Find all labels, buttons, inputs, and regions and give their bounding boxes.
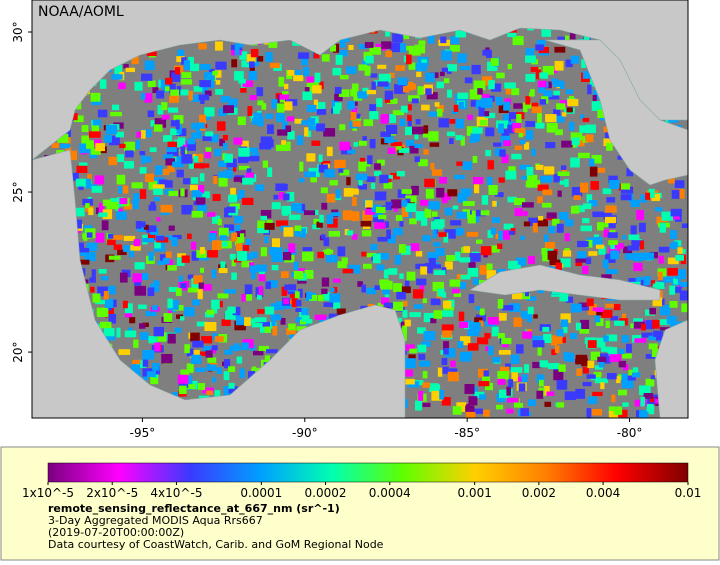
x-tick-label: -95° xyxy=(130,426,156,440)
land xyxy=(32,0,688,418)
colorbar-tick-label: 0.002 xyxy=(522,486,556,500)
y-tick-label: 20° xyxy=(11,341,25,362)
colorbar-tick-label: 2x10^-5 xyxy=(86,486,138,500)
y-tick-label: 30° xyxy=(11,21,25,42)
colorbar-tick-label: 1x10^-5 xyxy=(22,486,74,500)
colorbar-tick-label: 0.0004 xyxy=(369,486,411,500)
x-tick-label: -85° xyxy=(454,426,480,440)
caption-line: 3-Day Aggregated MODIS Aqua Rrs667 xyxy=(48,514,263,527)
colorbar-tick-label: 0.0002 xyxy=(305,486,347,500)
colorbar-tick-label: 0.004 xyxy=(586,486,620,500)
colorbar-tick-label: 0.001 xyxy=(457,486,491,500)
caption-line: Data courtesy of CoastWatch, Carib. and … xyxy=(48,538,384,551)
florida xyxy=(544,39,688,186)
x-tick-label: -90° xyxy=(292,426,318,440)
colorbar-tick-label: 4x10^-5 xyxy=(150,486,202,500)
credit: NOAA/AOML xyxy=(38,4,124,20)
y-tick-label: 25° xyxy=(11,181,25,202)
colorbar-ramp xyxy=(47,462,689,483)
colorbar-tick-label: 0.0001 xyxy=(240,486,282,500)
mexico xyxy=(32,149,406,418)
x-tick-label: -80° xyxy=(617,426,643,440)
caption-line: (2019-07-20T00:00:00Z) xyxy=(48,526,184,539)
cuba xyxy=(469,264,661,301)
colorbar-tick-label: 0.01 xyxy=(675,486,702,500)
colorbar: 1x10^-5 2x10^-5 4x10^-5 0.0001 0.0002 0.0004 0… xyxy=(22,462,702,500)
map-frame xyxy=(31,0,689,419)
variable-name: remote_sensing_reflectance_at_667_nm (sr… xyxy=(48,502,340,515)
east-land xyxy=(654,319,688,418)
